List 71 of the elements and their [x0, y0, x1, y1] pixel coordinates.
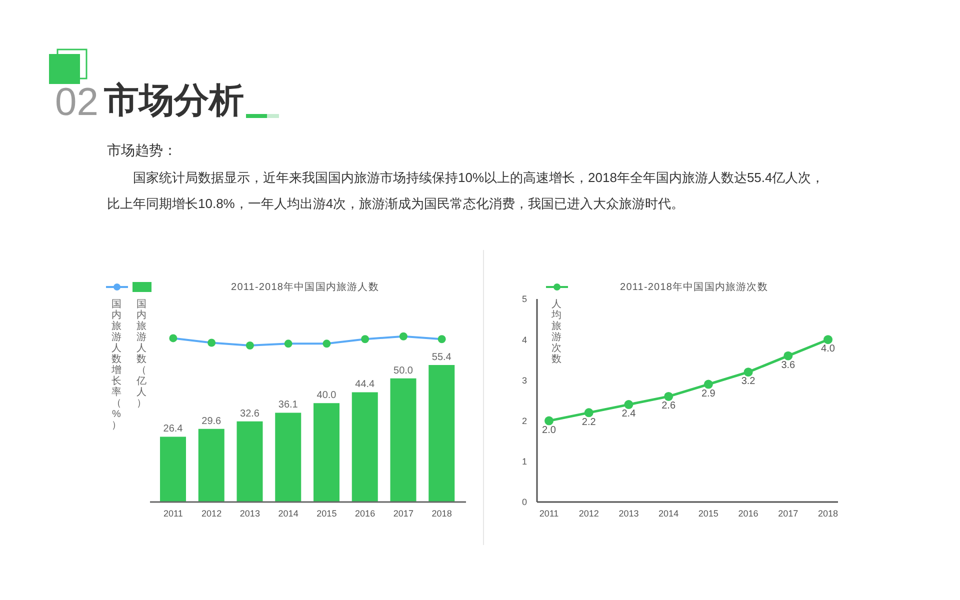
text: 国内旅游人数增长率（%） [112, 299, 122, 431]
point [438, 335, 446, 344]
data-label: 3.6 [781, 360, 796, 371]
y-tick-label: 5 [522, 294, 527, 304]
text: 02 [55, 81, 98, 124]
x-tick-label: 2018 [818, 508, 838, 518]
x-tick-label: 2016 [738, 508, 758, 518]
text: 国内旅游人数（亿人） [136, 299, 146, 409]
legend-label: 人均旅游次数 [551, 299, 562, 365]
bar [314, 403, 340, 502]
point [361, 335, 370, 344]
y-tick-label: 1 [522, 456, 527, 467]
y-tick-label: 2 [522, 416, 527, 426]
data-label: 29.6 [202, 416, 222, 427]
y-tick-label: 0 [522, 497, 527, 508]
point [744, 368, 753, 377]
x-tick-label: 2012 [578, 508, 599, 518]
point [664, 392, 674, 401]
bar [390, 378, 416, 502]
data-label: 44.4 [355, 379, 376, 390]
data-label: 2.9 [701, 388, 716, 400]
x-tick-label: 2015 [698, 508, 718, 518]
x-tick-label: 2018 [432, 508, 452, 518]
x-tick-label: 2014 [278, 508, 298, 518]
point [322, 340, 331, 348]
data-label: 2.6 [662, 400, 676, 412]
point [169, 334, 178, 342]
point [824, 335, 832, 344]
point [584, 408, 594, 418]
data-label: 2.0 [542, 424, 556, 436]
data-label: 4.0 [821, 344, 836, 355]
data-label: 36.1 [278, 400, 298, 411]
y-tick-label: 3 [522, 375, 527, 386]
x-tick-label: 2011 [164, 508, 183, 518]
x-tick-label: 2015 [316, 508, 337, 518]
bar [275, 412, 302, 502]
chart-title: 2011-2018年中国国内旅游次数 [620, 281, 768, 295]
point [624, 400, 634, 410]
text: 市场分析 [104, 81, 244, 120]
point [784, 351, 793, 360]
bar [428, 365, 455, 502]
x-tick-label: 2017 [393, 508, 414, 518]
x-tick-label: 2014 [658, 508, 679, 518]
y-tick-label: 4 [522, 334, 527, 345]
data-label: 55.4 [432, 352, 452, 364]
data-label: 2.4 [622, 408, 636, 420]
text: 市场趋势： [107, 141, 177, 159]
bar [352, 392, 378, 502]
x-tick-label: 2013 [618, 508, 639, 518]
data-label: 3.2 [741, 376, 756, 388]
data-label: 2.2 [582, 416, 596, 428]
bar [198, 428, 224, 502]
bar [160, 436, 186, 502]
x-tick-label: 2016 [355, 508, 376, 518]
data-label: 32.6 [240, 408, 260, 420]
bar [236, 421, 263, 502]
x-tick-label: 2013 [240, 508, 260, 518]
point [544, 416, 554, 426]
x-tick-label: 2011 [539, 508, 559, 518]
data-label: 26.4 [163, 424, 184, 435]
data-label: 40.0 [316, 390, 337, 402]
point [704, 380, 713, 389]
x-tick-label: 2017 [778, 508, 798, 518]
point [246, 341, 254, 350]
x-tick-label: 2012 [202, 508, 222, 518]
chart-title: 2011-2018年中国国内旅游人数 [231, 281, 379, 295]
point [208, 338, 216, 347]
data-label: 50.0 [394, 365, 414, 376]
text: 国家统计局数据显示，近年来我国国内旅游市场持续保持10%以上的高速增长，2018年全年国内旅游人数达55.4亿人次，比上年同期增长10.8%，一年人均出游4次，旅游渐成为国民常态化消费，我国已进入大众旅游时代。 [107, 169, 826, 213]
point [399, 332, 408, 340]
point [284, 340, 292, 348]
